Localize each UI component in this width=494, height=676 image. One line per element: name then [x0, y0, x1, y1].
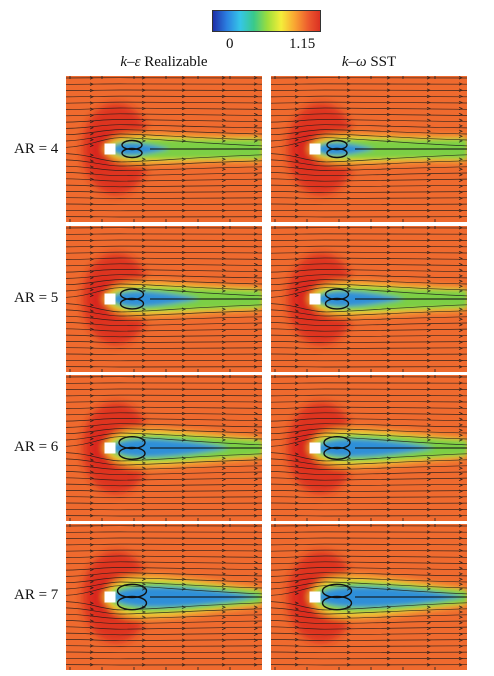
title-suffix: SST	[366, 54, 397, 70]
panel-ar7-realizable	[66, 524, 262, 670]
panel-ar6-sst	[271, 375, 467, 521]
row-label-ar7: AR = 7	[14, 587, 59, 603]
column-title-sst: k–ω SST	[271, 54, 467, 70]
title-k: k	[120, 54, 128, 70]
flow-field	[271, 76, 467, 222]
panel-ar7-sst	[271, 524, 467, 670]
panel-ar4-sst	[271, 76, 467, 222]
panel-ar5-sst	[271, 226, 467, 372]
colorbar-min-label: 0	[226, 36, 234, 52]
colorbar	[212, 10, 321, 32]
flow-field	[271, 524, 467, 670]
flow-field	[271, 375, 467, 521]
panel-ar4-realizable	[66, 76, 262, 222]
column-title-realizable: k–ε Realizable	[66, 54, 262, 70]
row-label-ar6: AR = 6	[14, 439, 59, 455]
title-dash: –	[348, 54, 356, 70]
title-symbol: ε	[134, 54, 141, 70]
flow-field	[66, 226, 262, 372]
row-label-ar5: AR = 5	[14, 290, 59, 306]
title-symbol: ω	[355, 54, 367, 70]
panel-ar6-realizable	[66, 375, 262, 521]
colorbar-max-label: 1.15	[289, 36, 316, 52]
panel-ar5-realizable	[66, 226, 262, 372]
flow-field	[66, 76, 262, 222]
flow-field	[271, 226, 467, 372]
title-suffix: Realizable	[140, 54, 208, 70]
row-label-ar4: AR = 4	[14, 141, 59, 157]
flow-field	[66, 375, 262, 521]
title-k: k	[341, 54, 349, 70]
title-dash: –	[127, 54, 135, 70]
flow-field	[66, 524, 262, 670]
